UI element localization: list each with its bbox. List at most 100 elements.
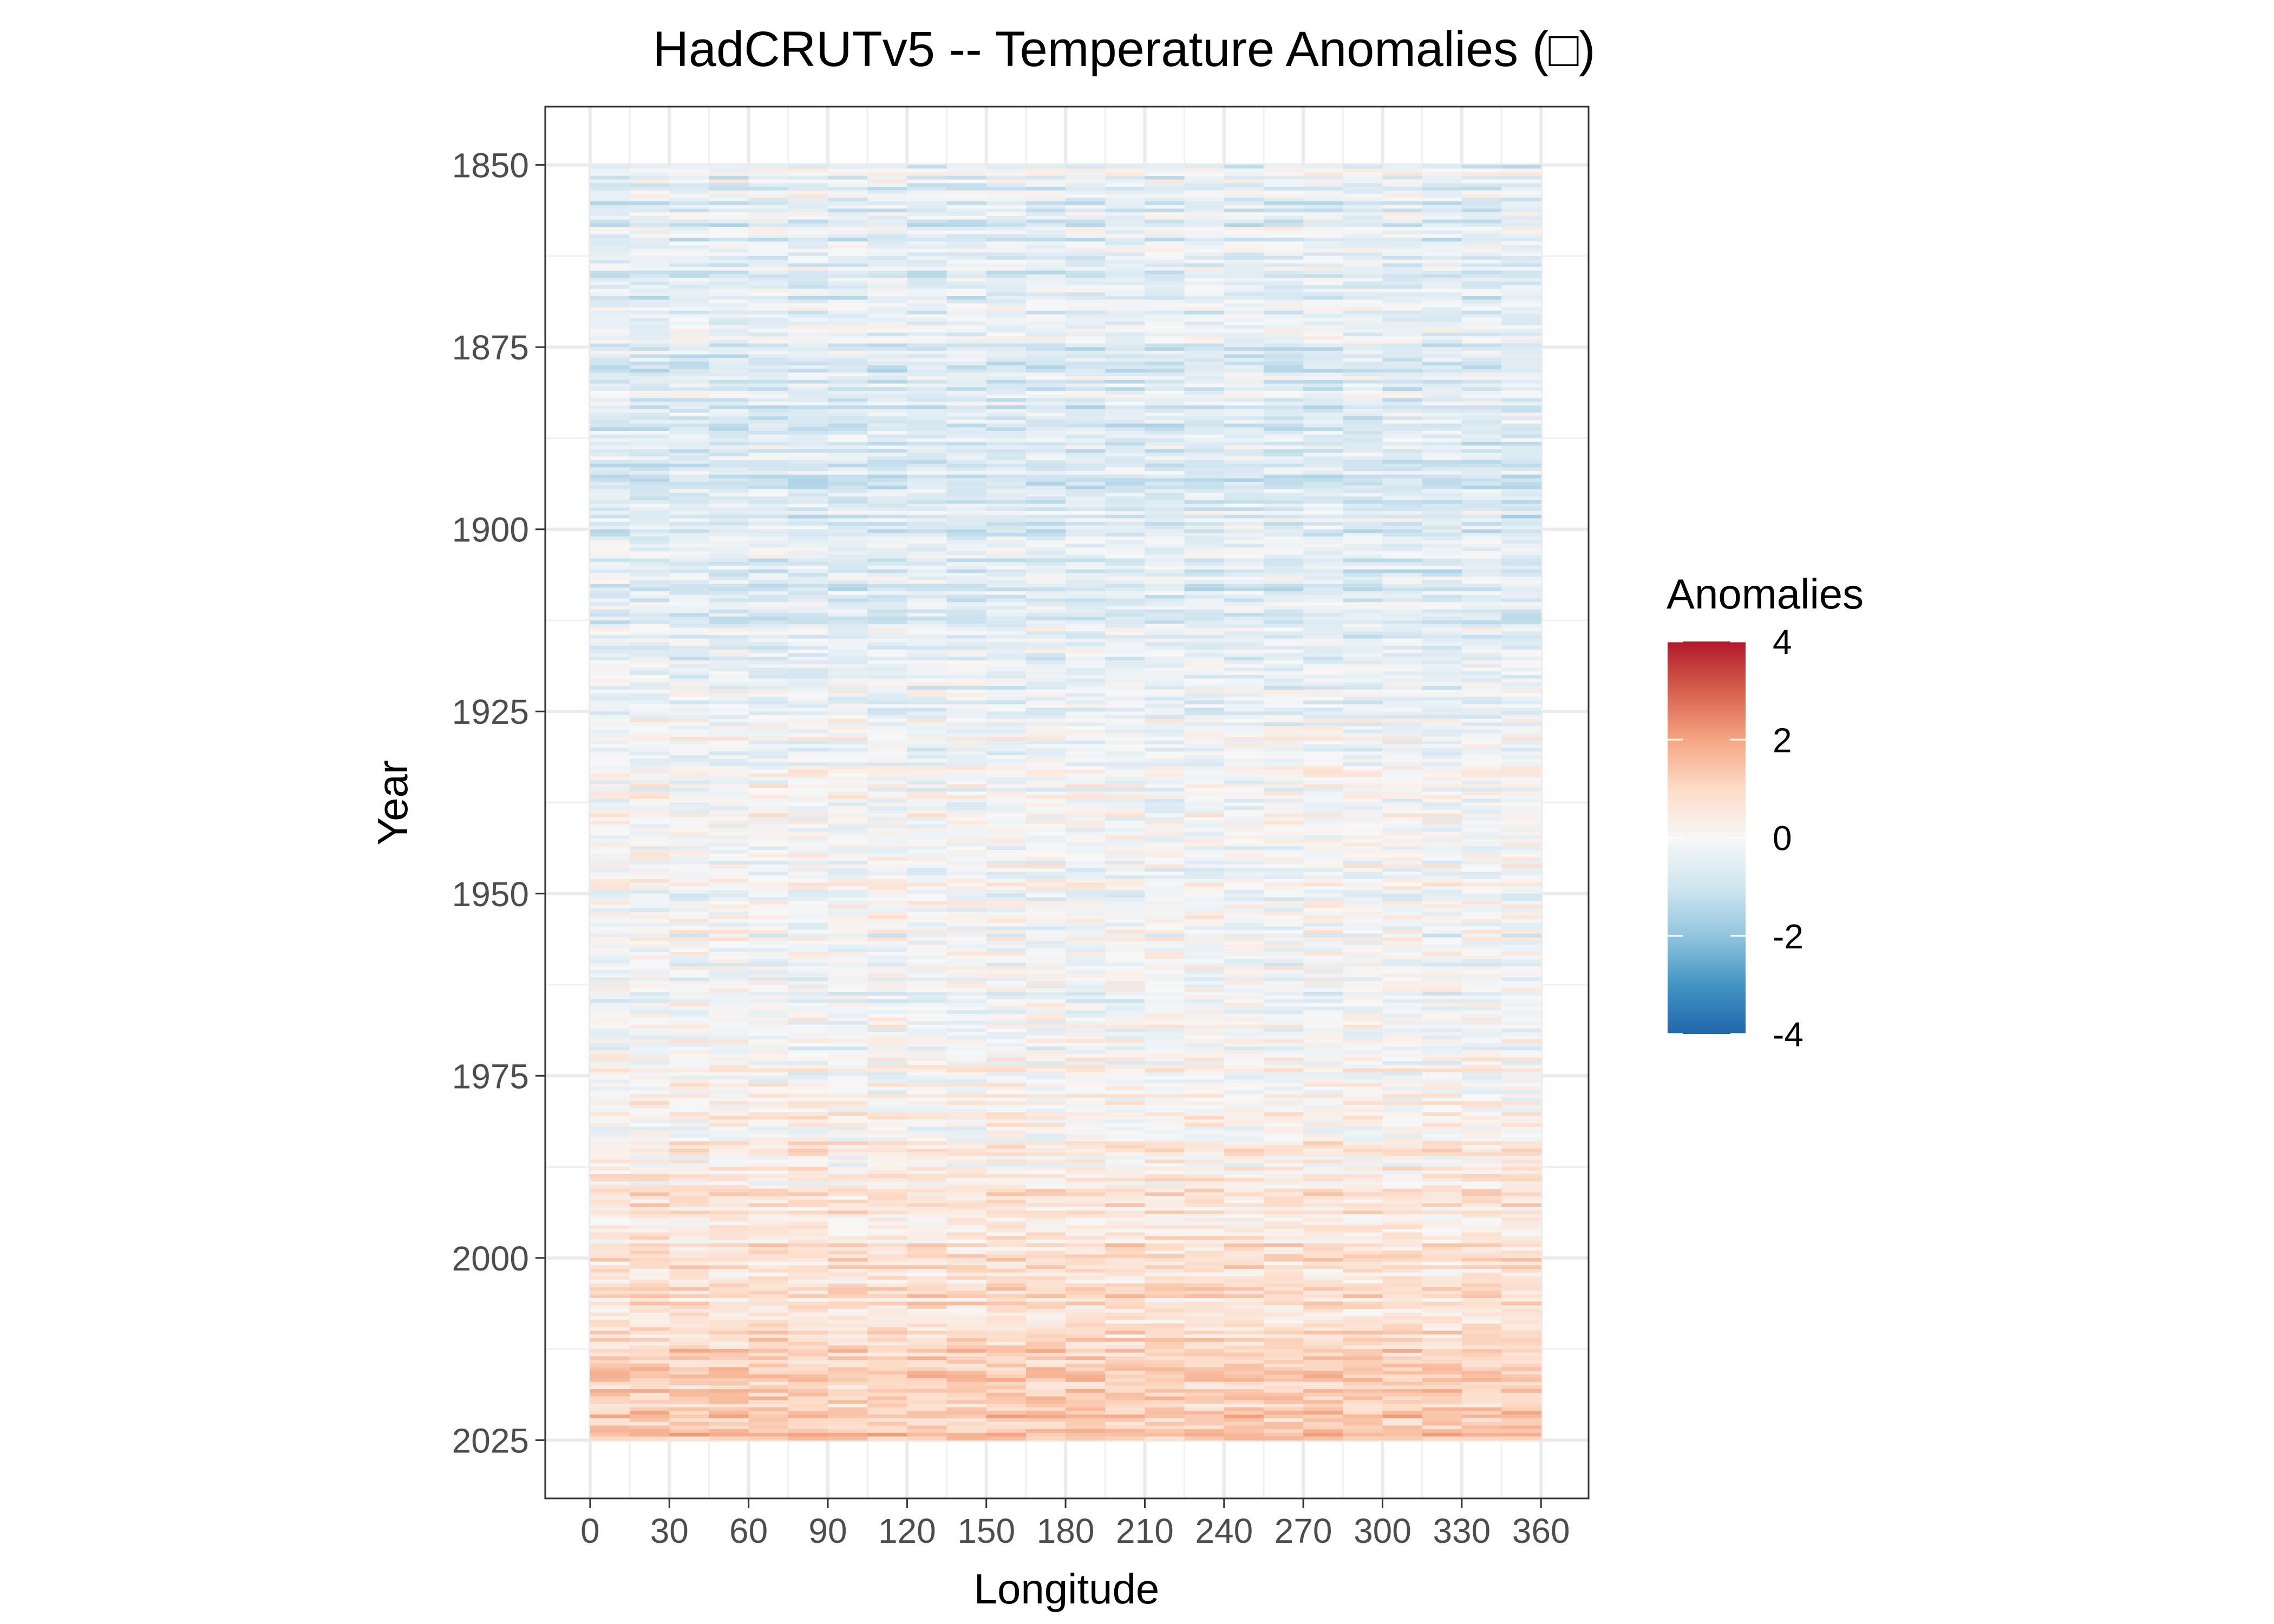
heatmap-cell bbox=[1303, 886, 1343, 890]
heatmap-cell bbox=[1263, 562, 1304, 566]
heatmap-cell bbox=[1461, 657, 1502, 661]
heatmap-cell bbox=[1343, 201, 1383, 206]
heatmap-cell bbox=[1224, 620, 1264, 625]
heatmap-cell bbox=[1263, 908, 1304, 913]
heatmap-cell bbox=[788, 168, 828, 173]
heatmap-cell bbox=[1303, 872, 1343, 876]
heatmap-cell bbox=[1303, 798, 1343, 803]
heatmap-cell bbox=[1184, 336, 1225, 340]
heatmap-cell bbox=[1025, 463, 1066, 468]
heatmap-cell bbox=[669, 387, 710, 391]
heatmap-cell bbox=[1105, 522, 1146, 526]
heatmap-cell bbox=[1461, 434, 1502, 439]
heatmap-cell bbox=[1343, 299, 1383, 304]
heatmap-cell bbox=[709, 781, 749, 785]
heatmap-cell bbox=[1422, 868, 1462, 872]
heatmap-cell bbox=[946, 573, 987, 577]
heatmap-cell bbox=[1105, 853, 1146, 858]
heatmap-cell bbox=[1501, 187, 1541, 191]
heatmap-cell bbox=[907, 602, 948, 606]
heatmap-cell bbox=[748, 769, 789, 774]
heatmap-cell bbox=[1184, 270, 1225, 275]
heatmap-cell bbox=[1343, 781, 1383, 785]
heatmap-cell bbox=[590, 849, 630, 854]
heatmap-cell bbox=[669, 212, 710, 217]
heatmap-cell bbox=[709, 179, 749, 184]
heatmap-cell bbox=[748, 299, 789, 304]
heatmap-cell bbox=[1303, 791, 1343, 796]
heatmap-cell bbox=[1343, 303, 1383, 307]
heatmap-cell bbox=[946, 729, 987, 734]
heatmap-cell bbox=[788, 693, 828, 697]
heatmap-cell bbox=[946, 915, 987, 920]
heatmap-cell bbox=[590, 529, 630, 534]
heatmap-cell bbox=[986, 442, 1027, 446]
heatmap-cell bbox=[946, 234, 987, 238]
heatmap-cell bbox=[986, 369, 1027, 373]
heatmap-cell bbox=[1224, 190, 1264, 195]
heatmap-cell bbox=[1263, 791, 1304, 796]
heatmap-cell bbox=[1461, 248, 1502, 253]
heatmap-cell bbox=[986, 631, 1027, 636]
heatmap-cell bbox=[1066, 529, 1106, 534]
heatmap-cell bbox=[1461, 416, 1502, 421]
heatmap-cell bbox=[1184, 846, 1225, 850]
heatmap-cell bbox=[1501, 179, 1541, 184]
heatmap-cell bbox=[1105, 379, 1146, 384]
heatmap-cell bbox=[1382, 798, 1423, 803]
heatmap-cell bbox=[986, 427, 1027, 431]
heatmap-cell bbox=[590, 168, 630, 173]
heatmap-cell bbox=[828, 543, 868, 548]
heatmap-cell bbox=[1422, 336, 1462, 340]
heatmap-cell bbox=[1105, 893, 1146, 898]
heatmap-cell bbox=[1303, 453, 1343, 457]
heatmap-cell bbox=[1105, 453, 1146, 457]
heatmap-cell bbox=[986, 482, 1027, 486]
heatmap-cell bbox=[1461, 402, 1502, 406]
heatmap-cell bbox=[669, 507, 710, 512]
heatmap-cell bbox=[986, 839, 1027, 843]
heatmap-cell bbox=[1145, 259, 1185, 264]
heatmap-cell bbox=[1382, 394, 1423, 399]
heatmap-cell bbox=[748, 598, 789, 603]
heatmap-cell bbox=[1105, 314, 1146, 318]
heatmap-cell bbox=[1025, 387, 1066, 391]
heatmap-cell bbox=[867, 329, 907, 333]
heatmap-cell bbox=[1105, 445, 1146, 450]
heatmap-cell bbox=[1066, 350, 1106, 355]
heatmap-cell bbox=[1343, 882, 1383, 887]
heatmap-cell bbox=[828, 292, 868, 297]
heatmap-cell bbox=[590, 711, 630, 716]
heatmap-cell bbox=[590, 215, 630, 220]
heatmap-cell bbox=[709, 791, 749, 796]
heatmap-cell bbox=[1184, 493, 1225, 497]
heatmap-cell bbox=[1184, 766, 1225, 770]
heatmap-cell bbox=[1501, 613, 1541, 617]
heatmap-cell bbox=[986, 201, 1027, 206]
heatmap-cell bbox=[1422, 536, 1462, 541]
heatmap-cell bbox=[1303, 631, 1343, 636]
heatmap-cell bbox=[1461, 270, 1502, 275]
heatmap-cell bbox=[709, 325, 749, 330]
heatmap-cell bbox=[1066, 409, 1106, 413]
heatmap-cell bbox=[1303, 496, 1343, 501]
heatmap-cell bbox=[1461, 431, 1502, 435]
heatmap-cell bbox=[1066, 806, 1106, 810]
heatmap-cell bbox=[1382, 175, 1423, 180]
heatmap-cell bbox=[1461, 449, 1502, 453]
heatmap-cell bbox=[630, 842, 670, 847]
heatmap-cell bbox=[1224, 350, 1264, 355]
heatmap-cell bbox=[867, 824, 907, 829]
heatmap-cell bbox=[1343, 693, 1383, 697]
heatmap-cell bbox=[1025, 624, 1066, 628]
heatmap-cell bbox=[1184, 412, 1225, 417]
heatmap-cell bbox=[1066, 438, 1106, 442]
heatmap-cell bbox=[1105, 339, 1146, 344]
heatmap-cell bbox=[1105, 646, 1146, 650]
heatmap-cell bbox=[867, 904, 907, 909]
heatmap-cell bbox=[669, 609, 710, 614]
heatmap-cell bbox=[1343, 682, 1383, 686]
heatmap-cell bbox=[1184, 875, 1225, 880]
heatmap-cell bbox=[1343, 853, 1383, 858]
heatmap-cell bbox=[1461, 514, 1502, 519]
